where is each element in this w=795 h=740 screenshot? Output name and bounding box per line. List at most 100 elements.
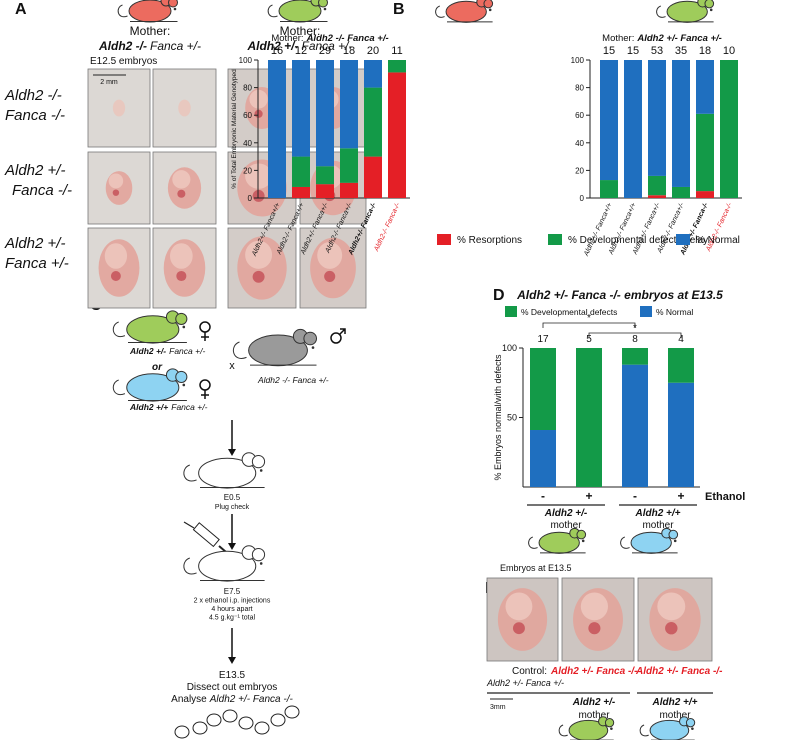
label: Aldh2 +/+ [634,508,680,519]
bar-segment [316,166,334,185]
mouse-ear [318,0,328,8]
label-part: Mother: [280,24,321,38]
label-part: Fanca +/- [301,39,352,53]
label: mother [578,710,610,721]
count-label: 5 [586,334,592,345]
y-tick-label: 0 [580,194,585,203]
legend-swatch [437,234,451,245]
label: Aldh2 +/- [4,162,65,179]
mouse-ear [483,0,494,9]
embryo-head [245,163,273,189]
embryo-liver [252,270,265,283]
label-part: 2 x ethanol i.p. injections [194,598,271,605]
mouse-ear [668,529,679,540]
legend-swatch [548,234,562,245]
label-part: mother [578,710,610,721]
mouse-body [649,719,690,740]
panel-letter: A [15,1,27,18]
label-part: Dissect out embryos [187,682,278,693]
panel-letter: D [493,287,505,304]
mouse-tail [232,341,247,359]
label-part: mother [659,710,691,721]
embryo-head [245,240,273,269]
label-part: 4 hours apart [211,606,252,613]
label: E7.5 [224,587,241,596]
label: Aldh2 +/- Fanca +/- [129,346,205,356]
arrow-head [228,657,236,664]
count-label: 16 [271,45,283,57]
label: mother [659,710,691,721]
label: Aldh2 -/- Fanca +/- [257,375,329,385]
female-symbol [199,321,211,333]
mouse-tail [183,557,197,575]
embryo-head [317,241,343,269]
legend-label: % Developmental defects/delay [568,235,708,246]
x-tick-label: + [585,489,592,503]
mouse-eye [182,383,186,387]
label: Aldh2 -/- [4,87,62,104]
mouse-eye [709,8,713,12]
mouse-eye [581,539,585,543]
label-part: Fanca -/- [5,107,65,124]
bar-segment [600,60,618,181]
y-tick-label: 100 [502,343,517,353]
mouse-tail [112,321,126,338]
count-label: 8 [632,334,638,345]
y-tick-label: 40 [575,139,584,148]
bar-segment [648,175,666,196]
y-tick-label: 80 [575,84,584,93]
label: 4.5 g.kg⁻¹ total [209,615,256,622]
male-symbol [330,332,342,344]
mouse-ear [175,370,188,383]
y-tick-label: 0 [248,194,253,203]
label: Embryos at E13.5 [500,563,572,573]
y-tick-label: 20 [575,166,584,175]
label-part: Aldh2 +/- [544,508,588,519]
label: x [229,360,235,372]
label-part: 3mm [490,704,506,711]
mouse-ear [685,718,696,728]
label-part: Fanca +/- [150,39,201,53]
embryo-outline [192,721,208,735]
mouse-body [198,550,257,582]
embryo-head [172,170,191,189]
label: Aldh2 +/- [544,508,588,519]
bar-segment [648,195,666,198]
mouse-tail [267,4,278,18]
bar-segment [530,430,556,487]
panel-letter: B [393,1,405,18]
label-part: Aldh2 +/- [4,162,65,179]
bar-segment [668,382,694,487]
mouse-body [198,457,257,489]
x-tick-label: - [633,489,637,503]
label-part: E0.5 [224,493,241,502]
legend-label: % Resorptions [457,235,522,246]
y-tick-label: 40 [243,139,252,148]
embryo-liver [588,622,601,635]
mouse-body [126,315,180,344]
label-part: E13.5 [219,670,246,681]
mouse-ear [175,312,188,325]
embryo-outline [174,725,190,739]
x-axis-label: Ethanol [705,491,745,503]
legend-swatch [676,234,690,245]
mouse-icon [183,452,266,489]
label: E12.5 embryos [90,56,157,67]
embryo-outline [206,713,222,727]
bar-segment [720,60,738,198]
mouse-eye [173,7,177,11]
bar-segment [672,60,690,187]
bar-segment [648,60,666,176]
bar-segment [340,182,358,198]
bar-segment [292,156,310,187]
mouse-icon [656,0,715,23]
bar-segment [292,60,310,157]
label-part: Aldh2 -/- [4,87,62,104]
bar-segment [340,148,358,183]
embryo-liver [177,189,186,198]
label: 2 mm [100,79,118,86]
mouse-body [248,334,308,367]
label: Aldh2 +/- Fanca +/- [246,39,352,53]
label: Aldh2 +/- Fanca -/- [550,666,638,677]
mouse-ear [168,0,178,8]
